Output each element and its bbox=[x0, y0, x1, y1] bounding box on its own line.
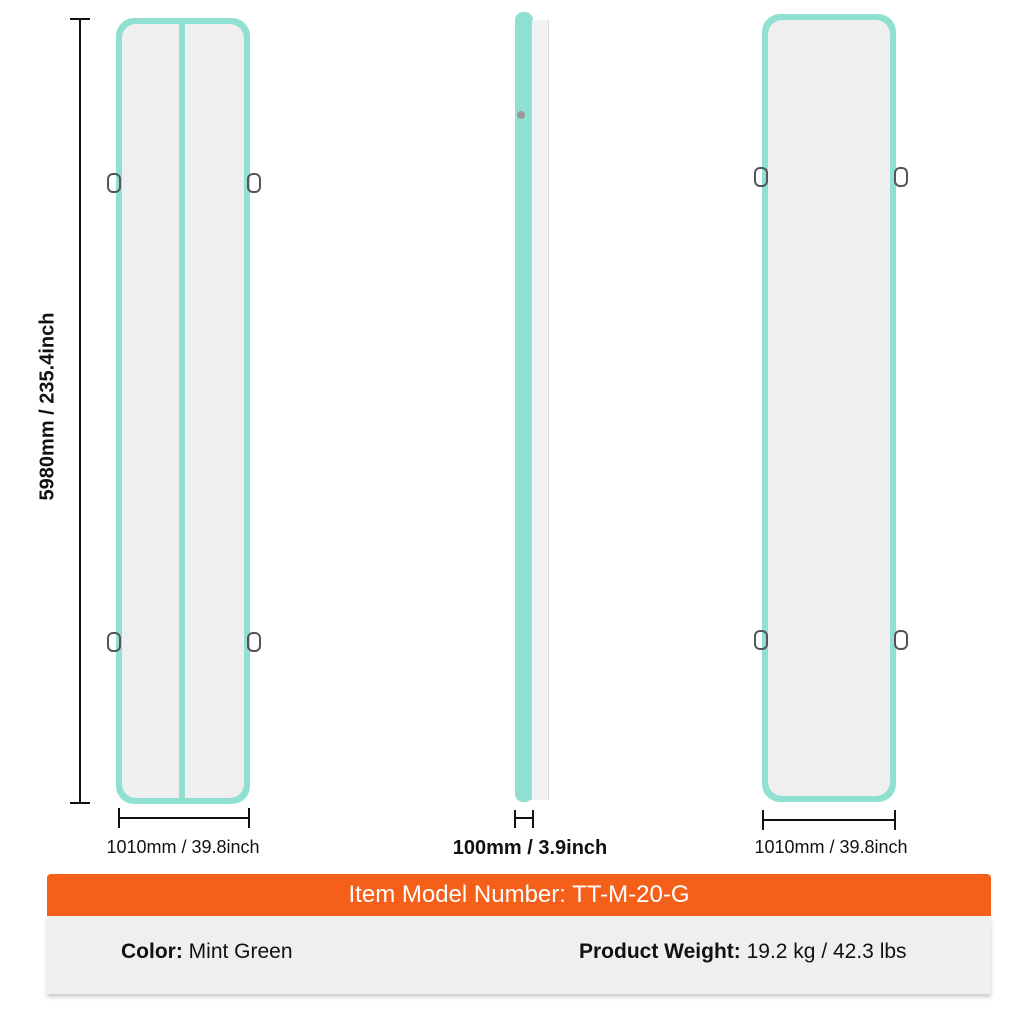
handle bbox=[754, 167, 768, 187]
weight-label: Product Weight: bbox=[579, 940, 741, 963]
tick bbox=[762, 810, 764, 830]
mat-side-surface bbox=[531, 20, 549, 800]
tick bbox=[514, 810, 516, 828]
width-dimension-line-left bbox=[118, 817, 250, 819]
width-dimension-line-right bbox=[762, 819, 896, 821]
handle bbox=[107, 173, 121, 193]
center-stripe bbox=[179, 24, 185, 798]
width-label-right: 1010mm / 39.8inch bbox=[754, 837, 908, 857]
length-label: 5980mm / 235.4inch bbox=[36, 312, 59, 501]
mat-bottom-view bbox=[762, 14, 896, 802]
weight-spec: Product Weight: 19.2 kg / 42.3 lbs bbox=[579, 940, 907, 964]
model-number-banner: Item Model Number: TT-M-20-G bbox=[47, 874, 991, 916]
thickness-dimension-line bbox=[514, 817, 534, 819]
tick bbox=[248, 808, 250, 828]
handle bbox=[894, 630, 908, 650]
length-tick-bottom bbox=[70, 802, 90, 804]
color-spec: Color: Mint Green bbox=[121, 940, 293, 964]
handle bbox=[754, 630, 768, 650]
thickness-label: 100mm / 3.9inch bbox=[452, 837, 608, 859]
valve-icon bbox=[517, 111, 525, 119]
color-value: Mint Green bbox=[182, 940, 293, 963]
tick bbox=[118, 808, 120, 828]
length-tick-top bbox=[70, 18, 90, 20]
handle bbox=[247, 173, 261, 193]
length-dimension-line bbox=[79, 18, 81, 804]
spec-panel: Color: Mint Green Product Weight: 19.2 k… bbox=[47, 916, 991, 994]
tick bbox=[532, 810, 534, 828]
mat-top-view bbox=[116, 18, 250, 804]
handle bbox=[247, 632, 261, 652]
handle bbox=[107, 632, 121, 652]
color-label: Color: bbox=[121, 940, 183, 963]
tick bbox=[894, 810, 896, 830]
handle bbox=[894, 167, 908, 187]
weight-value: 19.2 kg / 42.3 lbs bbox=[740, 940, 907, 963]
width-label-left: 1010mm / 39.8inch bbox=[106, 837, 260, 857]
mat-side-view bbox=[515, 12, 533, 802]
